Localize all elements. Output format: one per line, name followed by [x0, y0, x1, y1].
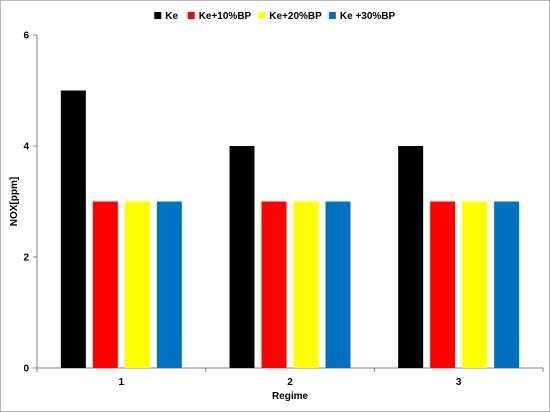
bar: [229, 146, 255, 368]
legend-swatch: [154, 12, 162, 19]
bar: [430, 201, 456, 368]
bars: [60, 90, 520, 368]
legend-label: Ke: [165, 11, 178, 22]
x-tick-label: 2: [287, 377, 293, 388]
legend-swatch: [328, 12, 336, 19]
y-axis-title: NOX[ppm]: [9, 177, 20, 226]
y-tick-label: 4: [23, 142, 29, 153]
bar: [261, 201, 287, 368]
bar: [462, 201, 488, 368]
bar: [325, 201, 351, 368]
bar: [156, 201, 182, 368]
legend-swatch: [258, 12, 266, 19]
plot-area: 0 2 4 6 1 2 3: [23, 31, 544, 388]
legend: Ke Ke+10%BP Ke+20%BP Ke +30%BP: [154, 11, 396, 22]
bar: [293, 201, 319, 368]
bar: [124, 201, 150, 368]
y-tick-label: 6: [23, 31, 29, 42]
y-tick-label: 2: [23, 253, 29, 264]
x-tick-label: 1: [119, 377, 125, 388]
bar: [398, 146, 424, 368]
x-axis-title: Regime: [272, 391, 309, 402]
legend-label: Ke+10%BP: [199, 11, 252, 22]
legend-swatch: [187, 12, 195, 19]
x-axis-ticks: 1 2 3: [36, 368, 544, 388]
bar: [494, 201, 520, 368]
bar: [92, 201, 118, 368]
legend-label: Ke +30%BP: [340, 11, 396, 22]
bar: [60, 90, 86, 368]
y-tick-label: 0: [23, 364, 29, 375]
y-axis-ticks: 0 2 4 6: [23, 31, 37, 375]
x-tick-label: 3: [456, 377, 462, 388]
legend-label: Ke+20%BP: [269, 11, 322, 22]
